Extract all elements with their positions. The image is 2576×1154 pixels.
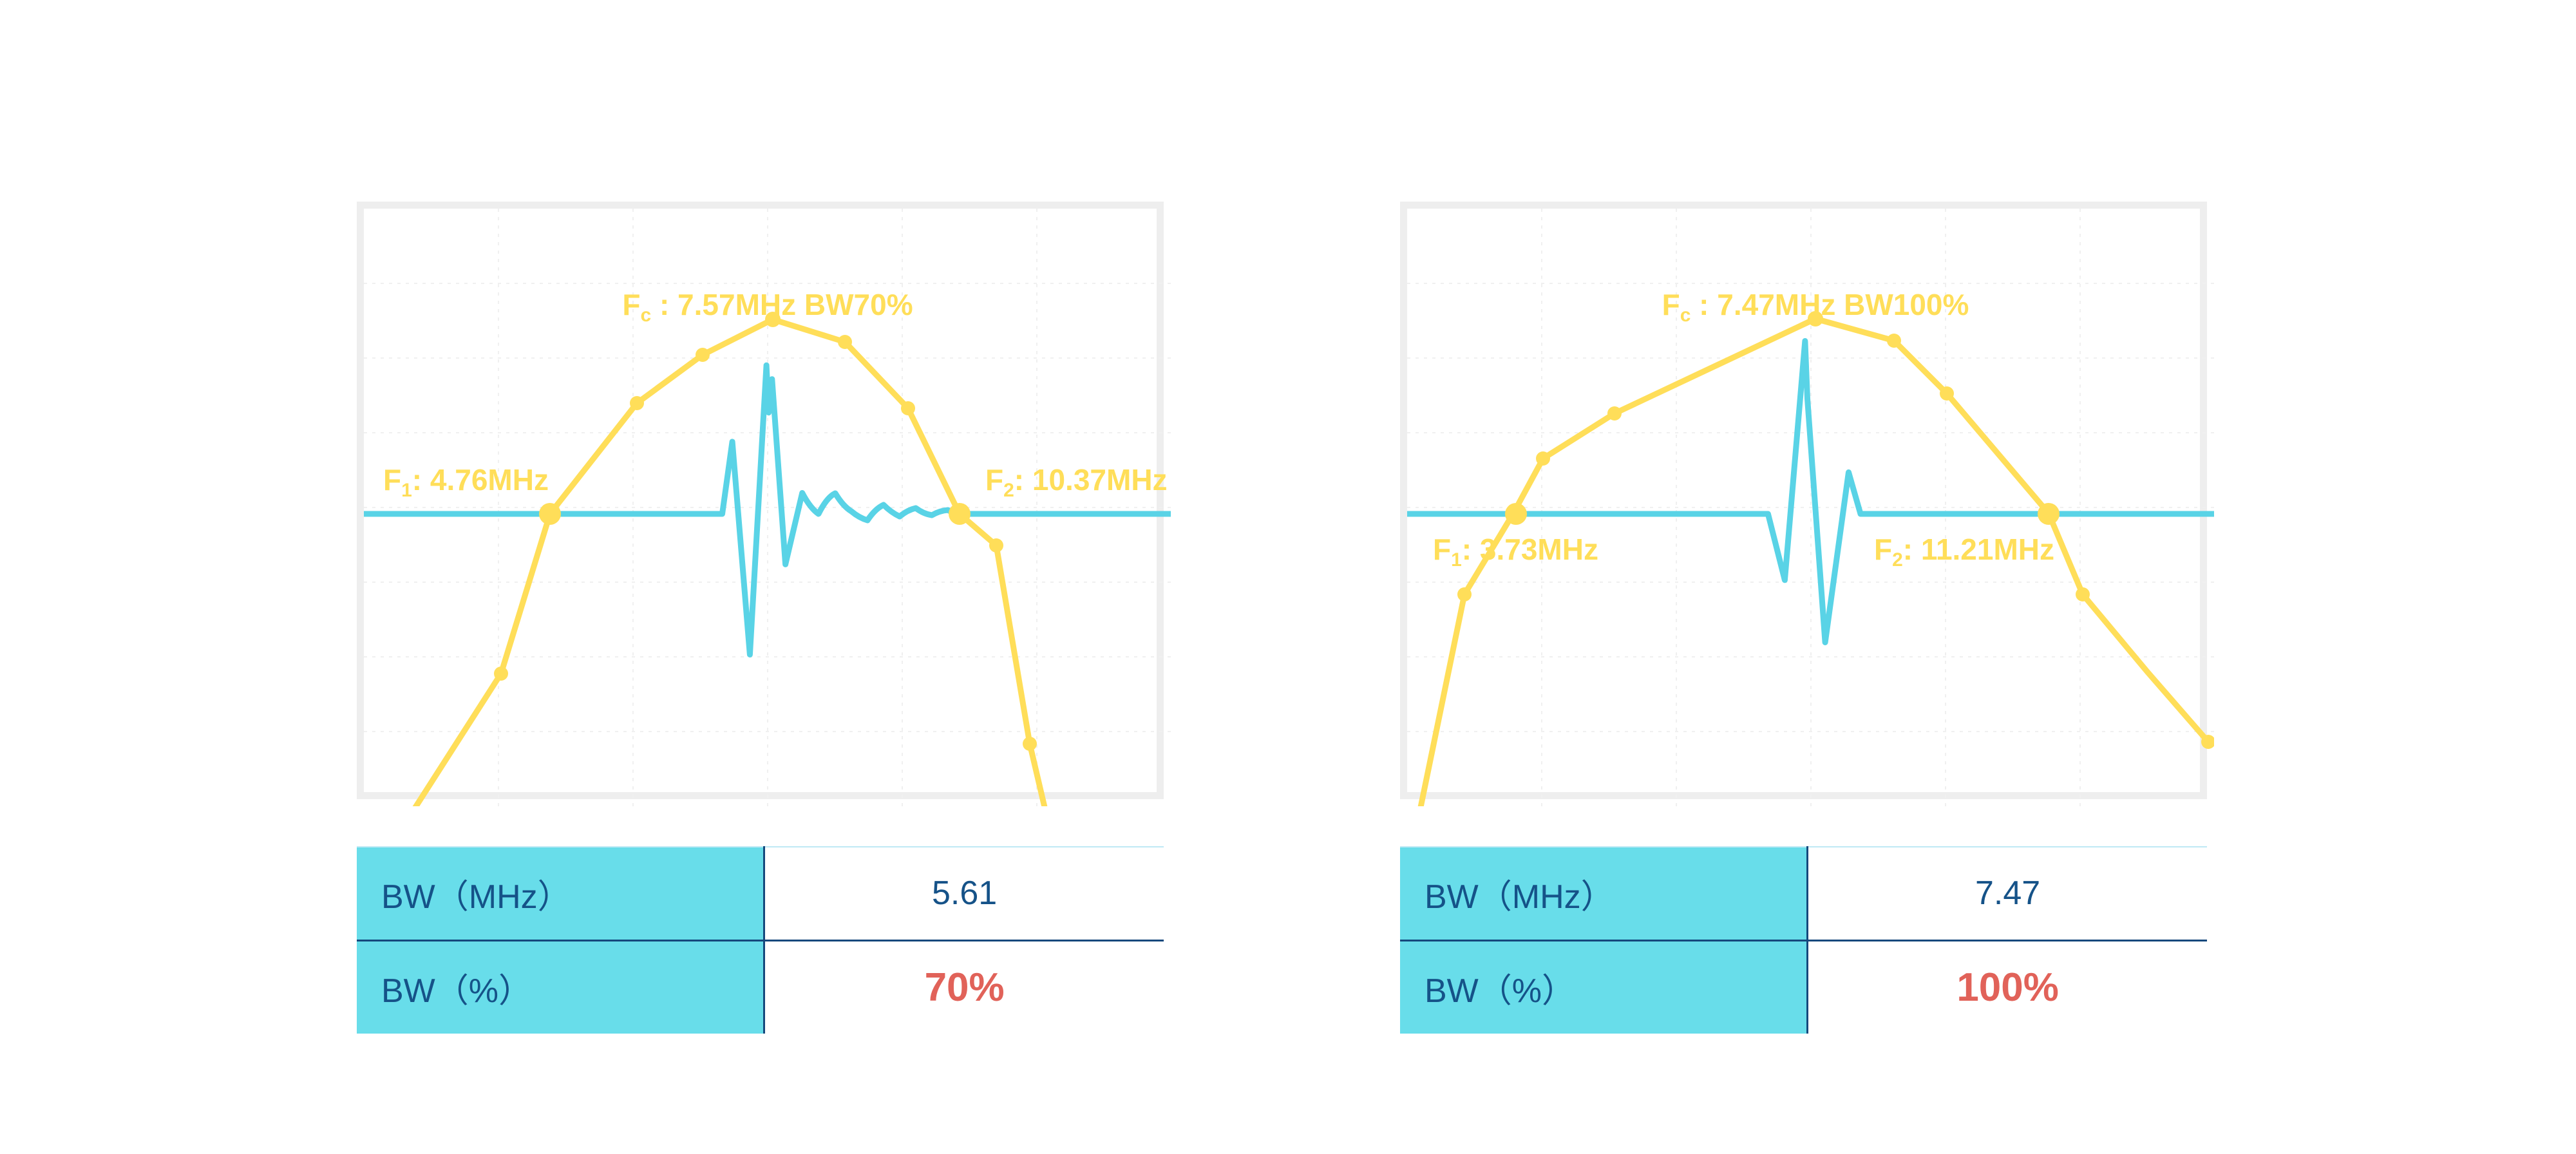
svg-text:Fc : 7.47MHz BW100%: Fc : 7.47MHz BW100% [1662, 288, 1969, 326]
svg-text:F2: 11.21MHz: F2: 11.21MHz [1874, 533, 2054, 571]
svg-text:F2: 10.37MHz: F2: 10.37MHz [985, 463, 1168, 501]
svg-text:F1: 4.76MHz: F1: 4.76MHz [383, 463, 549, 501]
svg-text:Fc : 7.57MHz BW70%: Fc : 7.57MHz BW70% [622, 288, 913, 326]
svg-text:F1: 3.73MHz: F1: 3.73MHz [1433, 533, 1598, 571]
